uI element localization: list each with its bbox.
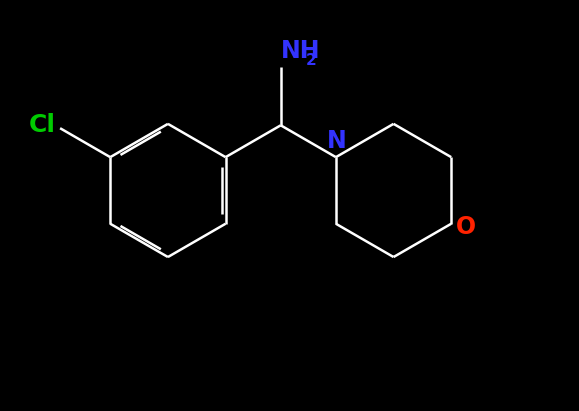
Text: Cl: Cl [28, 113, 56, 137]
Text: N: N [327, 129, 347, 152]
Text: O: O [456, 215, 476, 239]
Text: NH: NH [281, 39, 320, 63]
Text: 2: 2 [306, 53, 317, 68]
